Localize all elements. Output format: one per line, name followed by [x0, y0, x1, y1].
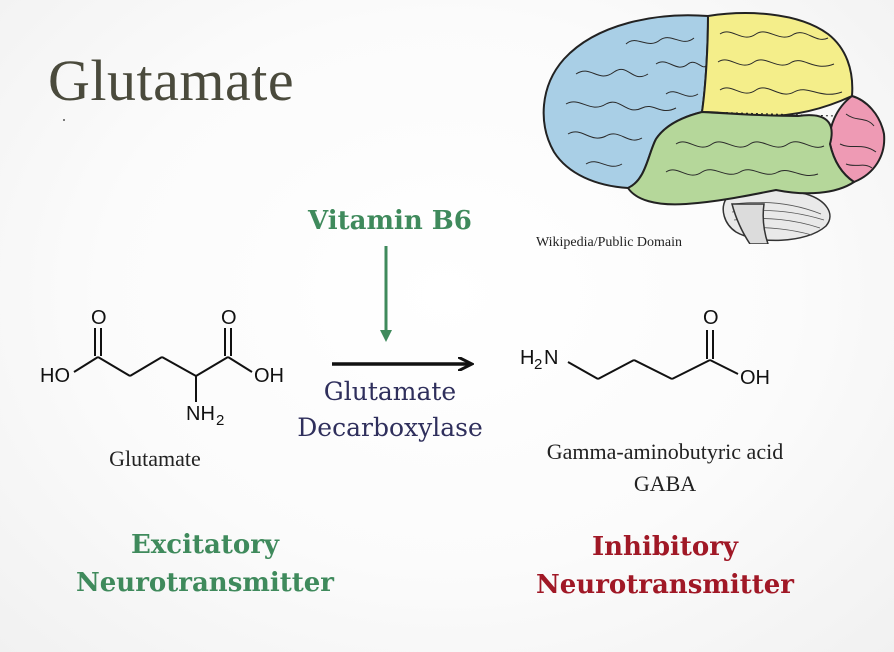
gaba-atom-oh: OH: [740, 367, 770, 389]
inhibitory-line-2: Neurotransmitter: [536, 570, 794, 600]
gaba-atom-h: H: [520, 347, 534, 369]
brain-gyri: [565, 31, 877, 176]
gaba-name: Gamma-aminobutyric acid GABA: [500, 436, 830, 500]
enzyme-line-2: Decarboxylase: [297, 413, 483, 442]
enzyme-label: Glutamate Decarboxylase: [280, 374, 500, 446]
gaba-atom-h-sub: 2: [534, 356, 542, 373]
cofactor-label: Vitamin B6: [308, 206, 472, 236]
glutamate-atom-oh: OH: [254, 365, 284, 387]
glutamate-atom-nh: NH: [186, 403, 215, 425]
glutamate-name: Glutamate: [109, 446, 201, 471]
gaba-atom-o: O: [703, 307, 719, 329]
gaba-structure: [567, 330, 739, 380]
excitatory-line-2: Neurotransmitter: [76, 568, 334, 598]
enzyme-line-1: Glutamate: [323, 377, 457, 406]
slide-title: Glutamate: [48, 48, 295, 113]
image-credit: Wikipedia/Public Domain: [536, 235, 683, 250]
excitatory-line-1: Excitatory: [130, 530, 280, 560]
title-dot: [63, 119, 65, 121]
gaba-name-line-1: Gamma-aminobutyric acid: [546, 439, 784, 464]
inhibitory-line-1: Inhibitory: [591, 532, 739, 562]
brain-temporal-lobe: [626, 110, 856, 206]
glutamate-structure: [73, 328, 253, 402]
glutamate-atom-nh-sub: 2: [216, 412, 224, 429]
excitatory-label: Excitatory Neurotransmitter: [50, 526, 360, 602]
gaba-atom-n: N: [544, 347, 558, 369]
brain-icon: [542, 12, 886, 245]
brain-dotted-line: [705, 111, 837, 117]
brain-illustration: [536, 4, 886, 245]
glutamate-atom-o-left: O: [91, 307, 107, 329]
glutamate-atom-o-right: O: [221, 307, 237, 329]
gaba-name-line-2: GABA: [633, 471, 697, 496]
inhibitory-label: Inhibitory Neurotransmitter: [510, 528, 820, 604]
glutamate-atom-ho: HO: [40, 365, 70, 387]
